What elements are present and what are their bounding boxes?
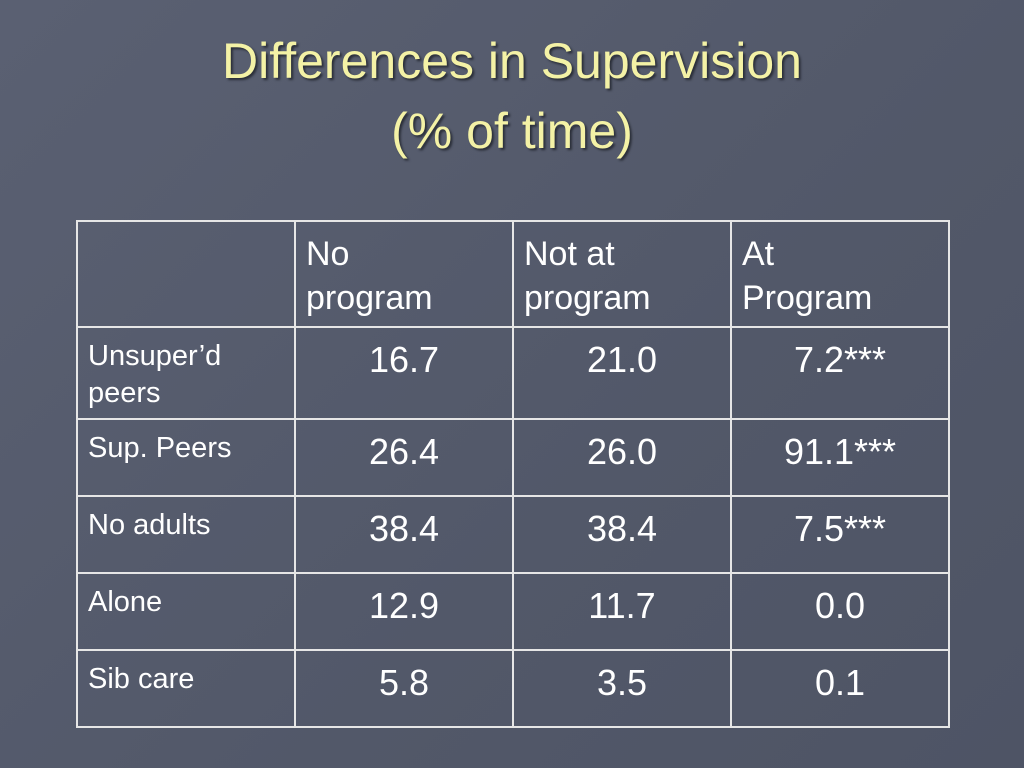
- table-cell: 3.5: [512, 649, 732, 728]
- table-cell: 5.8: [294, 649, 514, 728]
- header-text-line: No: [306, 235, 350, 273]
- header-text-line: Program: [742, 279, 873, 317]
- table-row: Sup. Peers 26.4 26.0 91.1***: [76, 418, 950, 497]
- table-cell: 26.0: [512, 418, 732, 497]
- title-line-2: (% of time): [391, 103, 633, 159]
- header-text-line: At: [742, 235, 775, 273]
- table-header-row: No program Not at program At Program: [76, 220, 950, 328]
- table-cell: 16.7: [294, 326, 514, 420]
- table-row: Unsuper’d peers 16.7 21.0 7.2***: [76, 326, 950, 420]
- table-cell: 11.7: [512, 572, 732, 651]
- table-cell: 91.1***: [730, 418, 950, 497]
- header-cell-empty: [76, 220, 296, 328]
- header-cell-at-program: At Program: [730, 220, 950, 328]
- supervision-table: No program Not at program At Program Uns…: [76, 220, 950, 728]
- header-text-line: program: [524, 279, 651, 317]
- row-label-line: No adults: [88, 509, 211, 541]
- header-text-line: program: [306, 279, 433, 317]
- table-cell: 7.5***: [730, 495, 950, 574]
- title-line-1: Differences in Supervision: [222, 33, 802, 89]
- table-cell: 21.0: [512, 326, 732, 420]
- table-cell: 0.0: [730, 572, 950, 651]
- row-label-line: Alone: [88, 586, 163, 618]
- row-label-line: Sib care: [88, 663, 195, 695]
- header-text-line: Not at: [524, 235, 615, 273]
- slide-title: Differences in Supervision (% of time): [0, 26, 1024, 166]
- row-label: Sib care: [76, 649, 296, 728]
- table-cell: 38.4: [294, 495, 514, 574]
- row-label: Alone: [76, 572, 296, 651]
- table-cell: 38.4: [512, 495, 732, 574]
- row-label: Sup. Peers: [76, 418, 296, 497]
- table-row: No adults 38.4 38.4 7.5***: [76, 495, 950, 574]
- row-label: Unsuper’d peers: [76, 326, 296, 420]
- row-label-line: Sup. Peers: [88, 432, 232, 464]
- row-label: No adults: [76, 495, 296, 574]
- table-cell: 12.9: [294, 572, 514, 651]
- header-cell-not-at-program: Not at program: [512, 220, 732, 328]
- table-cell: 26.4: [294, 418, 514, 497]
- table-row: Alone 12.9 11.7 0.0: [76, 572, 950, 651]
- header-cell-no-program: No program: [294, 220, 514, 328]
- table-cell: 7.2***: [730, 326, 950, 420]
- table-row: Sib care 5.8 3.5 0.1: [76, 649, 950, 728]
- table-cell: 0.1: [730, 649, 950, 728]
- row-label-line: peers: [88, 377, 161, 409]
- row-label-line: Unsuper’d: [88, 340, 222, 372]
